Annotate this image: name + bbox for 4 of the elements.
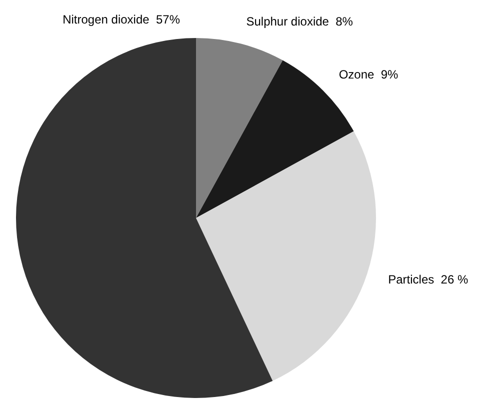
slice-label: Sulphur dioxide 8%	[246, 14, 354, 29]
slice-label: Ozone 9%	[338, 67, 399, 82]
slice-label: Particles 26 %	[388, 272, 468, 287]
slice-label: Nitrogen dioxide 57%	[62, 12, 180, 26]
